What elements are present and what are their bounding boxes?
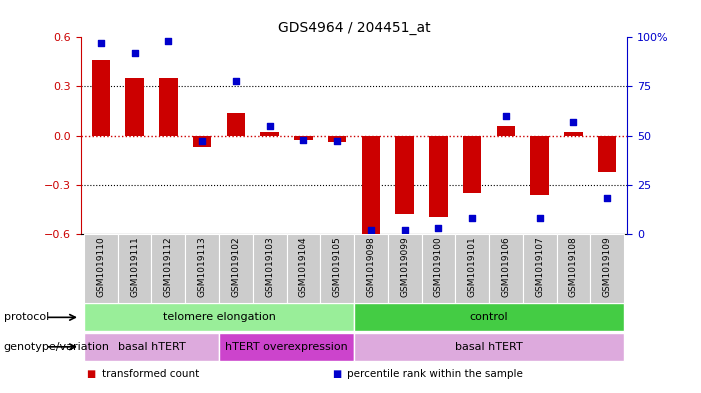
- Bar: [598, 136, 616, 172]
- Bar: [151, 234, 185, 303]
- Text: genotype/variation: genotype/variation: [4, 342, 109, 352]
- Text: GSM1019108: GSM1019108: [569, 236, 578, 297]
- Text: basal hTERT: basal hTERT: [118, 342, 185, 352]
- Text: telomere elongation: telomere elongation: [163, 312, 275, 322]
- Point: [230, 77, 241, 84]
- Bar: [328, 136, 346, 142]
- Bar: [354, 332, 624, 361]
- Text: GSM1019106: GSM1019106: [501, 236, 510, 297]
- Point: [399, 227, 410, 233]
- Bar: [92, 60, 110, 136]
- Point: [501, 113, 512, 119]
- Bar: [489, 234, 523, 303]
- Text: control: control: [470, 312, 508, 322]
- Text: ■: ■: [86, 369, 96, 379]
- Bar: [354, 303, 624, 332]
- Bar: [159, 78, 177, 136]
- Text: GSM1019103: GSM1019103: [265, 236, 274, 297]
- Point: [196, 138, 207, 145]
- Text: GSM1019100: GSM1019100: [434, 236, 443, 297]
- Text: GSM1019112: GSM1019112: [164, 236, 173, 297]
- Bar: [294, 136, 313, 140]
- Text: GSM1019111: GSM1019111: [130, 236, 139, 297]
- Bar: [429, 136, 448, 217]
- Bar: [531, 136, 549, 195]
- Bar: [590, 234, 624, 303]
- Text: transformed count: transformed count: [102, 369, 199, 379]
- Text: protocol: protocol: [4, 312, 49, 322]
- Bar: [226, 113, 245, 136]
- Bar: [421, 234, 455, 303]
- Text: GSM1019109: GSM1019109: [603, 236, 612, 297]
- Bar: [219, 234, 253, 303]
- Bar: [320, 234, 354, 303]
- Text: GSM1019104: GSM1019104: [299, 236, 308, 297]
- Bar: [84, 303, 354, 332]
- Point: [298, 136, 309, 143]
- Bar: [354, 234, 388, 303]
- Point: [129, 50, 140, 56]
- Point: [433, 225, 444, 231]
- Point: [264, 123, 275, 129]
- Bar: [455, 234, 489, 303]
- Title: GDS4964 / 204451_at: GDS4964 / 204451_at: [278, 21, 430, 35]
- Point: [365, 227, 376, 233]
- Text: GSM1019107: GSM1019107: [535, 236, 544, 297]
- Text: basal hTERT: basal hTERT: [455, 342, 523, 352]
- Bar: [118, 234, 151, 303]
- Text: GSM1019110: GSM1019110: [96, 236, 105, 297]
- Point: [467, 215, 478, 221]
- Text: GSM1019098: GSM1019098: [367, 236, 375, 297]
- Bar: [496, 126, 515, 136]
- Bar: [253, 234, 287, 303]
- Bar: [287, 234, 320, 303]
- Text: GSM1019101: GSM1019101: [468, 236, 477, 297]
- Bar: [125, 78, 144, 136]
- Bar: [388, 234, 421, 303]
- Text: hTERT overexpression: hTERT overexpression: [225, 342, 348, 352]
- Text: GSM1019105: GSM1019105: [333, 236, 341, 297]
- Bar: [260, 132, 279, 136]
- Point: [332, 138, 343, 145]
- Bar: [557, 234, 590, 303]
- Bar: [362, 136, 380, 234]
- Bar: [395, 136, 414, 214]
- Bar: [84, 234, 118, 303]
- Point: [534, 215, 545, 221]
- Bar: [564, 132, 583, 136]
- Point: [601, 195, 613, 202]
- Bar: [84, 332, 219, 361]
- Text: GSM1019099: GSM1019099: [400, 236, 409, 297]
- Text: percentile rank within the sample: percentile rank within the sample: [347, 369, 523, 379]
- Bar: [185, 234, 219, 303]
- Text: GSM1019102: GSM1019102: [231, 236, 240, 297]
- Bar: [523, 234, 557, 303]
- Point: [95, 40, 107, 46]
- Text: GSM1019113: GSM1019113: [198, 236, 207, 297]
- Bar: [193, 136, 212, 147]
- Bar: [219, 332, 354, 361]
- Point: [163, 38, 174, 44]
- Point: [568, 119, 579, 125]
- Text: ■: ■: [332, 369, 341, 379]
- Bar: [463, 136, 482, 193]
